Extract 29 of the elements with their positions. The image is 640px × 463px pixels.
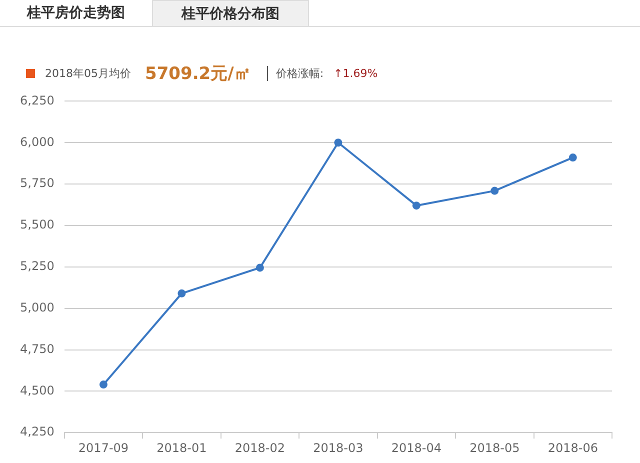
y-tick-label: 5,000 <box>20 300 54 314</box>
point <box>568 154 577 162</box>
point <box>99 380 108 389</box>
y-tick-label: 4,250 <box>20 424 54 439</box>
x-tick-label: 2018-06 <box>548 440 598 455</box>
x-tick-label: 2018-03 <box>313 440 364 455</box>
point <box>256 264 264 272</box>
y-tick-label: 4,500 <box>20 383 54 398</box>
y-tick-label: 6,250 <box>20 93 54 108</box>
x-tick-label: 2017-09 <box>78 440 129 455</box>
x-tick-label: 2018-05 <box>470 440 520 455</box>
y-tick-label: 6,000 <box>20 134 54 149</box>
point <box>178 289 186 298</box>
point <box>334 138 342 147</box>
text: 桂平房价走势图 <box>0 0 152 26</box>
y-tick-label: 4,750 <box>20 342 54 356</box>
text: 价格涨幅: <box>266 66 324 80</box>
x-tick-label: 2018-02 <box>234 440 286 455</box>
text: 5709.2元/㎡ <box>145 62 251 84</box>
y-tick-label: 5,250 <box>20 259 54 274</box>
x-tick-label: 2018-01 <box>156 440 207 455</box>
x-tick-label: 2018-04 <box>391 440 442 455</box>
text: 桂平价格分布图 <box>152 0 309 26</box>
y-tick-label: 5,750 <box>20 176 54 190</box>
text: ↑1.69% <box>334 66 378 80</box>
point <box>490 186 499 195</box>
point <box>412 202 420 210</box>
text: 2018年05月均价 <box>45 66 131 80</box>
y-tick-label: 5,500 <box>20 218 54 232</box>
